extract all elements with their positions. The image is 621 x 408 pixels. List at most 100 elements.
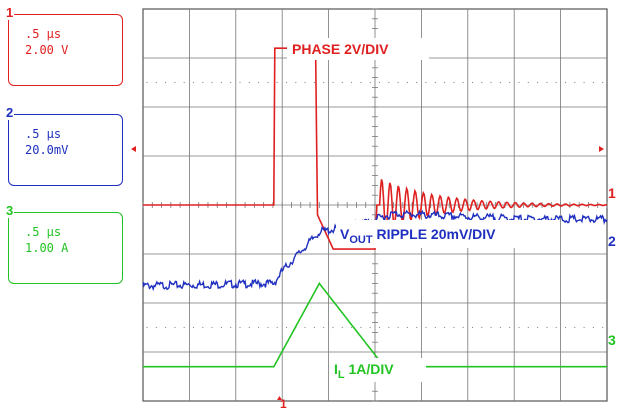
grid-dot bbox=[267, 326, 269, 329]
ch3-marker: 3 bbox=[608, 332, 616, 348]
grid-dot bbox=[527, 326, 529, 329]
grid-dot bbox=[323, 326, 325, 329]
grid-dot bbox=[583, 326, 585, 329]
grid-dot bbox=[471, 81, 474, 84]
grid-dot bbox=[453, 326, 455, 329]
grid-dot bbox=[248, 326, 250, 329]
grid-dot bbox=[360, 81, 362, 84]
grid-dot bbox=[146, 81, 148, 84]
grid-dot bbox=[397, 81, 399, 84]
grid-dot bbox=[211, 81, 213, 84]
grid-dot bbox=[183, 81, 185, 84]
grid-dot bbox=[369, 81, 371, 84]
channel-1-timebase: .5 μs bbox=[25, 27, 62, 41]
grid-dot bbox=[276, 326, 278, 329]
grid-dot bbox=[499, 81, 501, 84]
phase-annotation: PHASE 2V/DIV bbox=[292, 41, 389, 57]
grid-dot bbox=[341, 81, 343, 84]
grid-dot bbox=[304, 81, 306, 84]
grid-dot bbox=[155, 326, 157, 329]
grid-dot bbox=[444, 81, 446, 84]
grid-dot bbox=[490, 81, 492, 84]
grid-dot bbox=[174, 326, 176, 329]
grid-dot bbox=[285, 81, 288, 84]
grid-dot bbox=[146, 326, 148, 329]
grid-dot bbox=[555, 81, 557, 84]
grid-dot bbox=[230, 81, 232, 84]
grid-dot bbox=[592, 326, 595, 329]
trigger-label: 1 bbox=[280, 397, 287, 408]
grid-dot bbox=[453, 81, 455, 84]
grid-dot bbox=[230, 326, 232, 329]
grid-dot bbox=[341, 326, 343, 329]
grid-dot bbox=[351, 81, 353, 84]
channel-2-box: 2 .5 μs 20.0mV bbox=[5, 105, 123, 186]
grid-dot bbox=[574, 81, 576, 84]
grid-dot bbox=[434, 81, 436, 84]
grid-dot bbox=[481, 81, 483, 84]
grid-dot bbox=[192, 326, 195, 329]
grid-dot bbox=[425, 326, 427, 329]
grid-dot bbox=[416, 81, 418, 84]
grid-dot bbox=[564, 81, 567, 84]
grid-dot bbox=[397, 326, 399, 329]
grid-dot bbox=[592, 81, 595, 84]
grid-dot bbox=[537, 326, 539, 329]
grid-dot bbox=[239, 81, 241, 84]
grid-dot bbox=[276, 81, 278, 84]
grid-dot bbox=[574, 326, 576, 329]
grid-dot bbox=[378, 326, 381, 329]
grid-dot bbox=[471, 326, 474, 329]
grid-dot bbox=[192, 81, 195, 84]
grid-dot bbox=[434, 326, 436, 329]
grid-dot bbox=[304, 326, 306, 329]
grid-dot bbox=[444, 326, 446, 329]
trace-phase bbox=[143, 47, 608, 250]
grid-dot bbox=[509, 81, 511, 84]
grid-dot bbox=[546, 326, 548, 329]
vout-annotation: VOUT RIPPLE 20mV/DIV bbox=[340, 226, 496, 246]
grid-dot bbox=[332, 81, 334, 84]
grid-dot bbox=[202, 326, 204, 329]
grid-dot bbox=[267, 81, 269, 84]
grid-dot bbox=[509, 326, 511, 329]
grid-dot bbox=[351, 326, 353, 329]
grid-dot bbox=[406, 81, 408, 84]
grid-dot bbox=[211, 326, 213, 329]
grid-dot bbox=[155, 81, 157, 84]
ch2-marker: 2 bbox=[608, 233, 616, 249]
channel-2-scale: 20.0mV bbox=[25, 143, 69, 157]
grid-dot bbox=[174, 81, 176, 84]
grid-dot bbox=[564, 326, 567, 329]
grid-dot bbox=[425, 81, 427, 84]
grid-dot bbox=[183, 326, 185, 329]
grid-dot bbox=[537, 81, 539, 84]
il-annotation: IL 1A/DIV bbox=[334, 361, 394, 381]
ch1-level-marker-left bbox=[131, 146, 136, 152]
grid-dot bbox=[462, 81, 464, 84]
grid-dot bbox=[518, 81, 520, 84]
ch1-level-marker-right bbox=[599, 146, 604, 152]
grid-dot bbox=[546, 81, 548, 84]
trace-il bbox=[143, 281, 607, 368]
grid-dot bbox=[527, 81, 529, 84]
channel-3-number: 3 bbox=[5, 203, 15, 218]
grid-dot bbox=[602, 326, 604, 329]
grid-dot bbox=[481, 326, 483, 329]
grid-dot bbox=[602, 81, 604, 84]
channel-3-timebase: .5 μs bbox=[25, 225, 62, 239]
grid-dot bbox=[285, 326, 288, 329]
grid-dot bbox=[220, 326, 222, 329]
grid-dot bbox=[360, 326, 362, 329]
grid-dot bbox=[378, 81, 381, 84]
grid-dot bbox=[332, 326, 334, 329]
grid-dot bbox=[313, 81, 315, 84]
channel-2-timebase: .5 μs bbox=[25, 127, 62, 141]
channel-2-number: 2 bbox=[5, 105, 15, 120]
channel-3-scale: 1.00 A bbox=[25, 241, 69, 255]
grid-dot bbox=[388, 326, 390, 329]
grid bbox=[142, 8, 608, 402]
grid-dot bbox=[583, 81, 585, 84]
channel-3-box: 3 .5 μs 1.00 A bbox=[5, 203, 123, 284]
